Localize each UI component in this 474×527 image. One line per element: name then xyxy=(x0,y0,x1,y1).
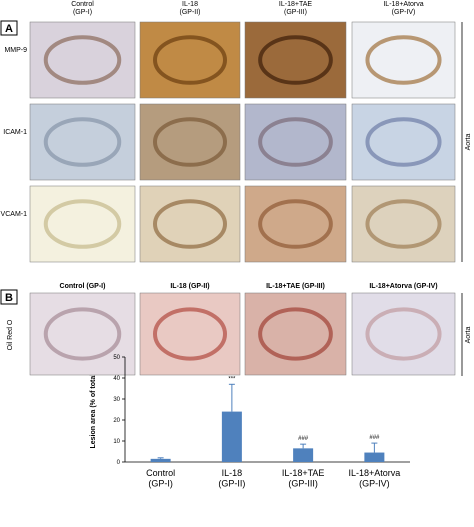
y-tick-label: 40 xyxy=(113,376,120,382)
x-tick-label: IL-18+Atorva (GP-IV) xyxy=(348,468,400,488)
micrograph-vessel xyxy=(258,307,333,361)
micrograph-vessel xyxy=(43,199,122,249)
y-tick-label: 50 xyxy=(113,355,120,361)
y-tick-label: 0 xyxy=(117,460,121,466)
column-label: IL-18 (GP-II) xyxy=(170,283,209,290)
micrograph-vessel xyxy=(153,307,227,361)
row-label: VCAM-1 xyxy=(1,211,28,218)
y-tick-label: 10 xyxy=(113,439,120,445)
y-axis-label: Lesion area (% of total) xyxy=(90,371,97,448)
side-label-b: Aorta xyxy=(465,327,472,344)
side-label-a: Aorta xyxy=(465,134,472,151)
x-tick-label: Control (GP-I) xyxy=(146,468,175,488)
significance: *** xyxy=(228,376,236,382)
micrograph-vessel xyxy=(365,199,442,249)
significance: ### xyxy=(298,436,309,442)
micrograph-vessel xyxy=(365,307,442,361)
micrograph-vessel xyxy=(43,35,122,85)
row-label: Oil Red O xyxy=(7,319,14,350)
bar xyxy=(221,411,242,462)
row-label: ICAM-1 xyxy=(3,129,27,136)
column-label: IL-18+TAE (GP-III) xyxy=(279,1,312,16)
column-label: IL-18+Atorva (GP-IV) xyxy=(383,1,423,16)
x-tick-label: IL-18+TAE (GP-III) xyxy=(282,468,325,488)
column-label: Control (GP-I) xyxy=(71,1,94,16)
row-label: MMP-9 xyxy=(4,47,27,54)
micrograph-vessel xyxy=(153,199,227,249)
column-label: IL-18+Atorva (GP-IV) xyxy=(369,283,437,290)
micrograph-vessel xyxy=(153,35,227,85)
column-label: Control (GP-I) xyxy=(60,283,106,290)
panel-a-box xyxy=(0,20,18,36)
bar xyxy=(150,458,171,462)
bar xyxy=(293,448,314,462)
y-tick-label: 30 xyxy=(113,397,120,403)
micrograph-vessel xyxy=(43,117,122,167)
micrograph-vessel xyxy=(365,35,442,85)
micrograph-vessel xyxy=(258,35,333,85)
column-label: IL-18+TAE (GP-III) xyxy=(266,283,325,290)
micrograph-vessel xyxy=(153,117,227,167)
micrograph-vessel xyxy=(365,117,442,167)
panel-b-letter: B xyxy=(5,292,13,304)
x-tick-label: IL-18 (GP-II) xyxy=(218,468,245,488)
panel-a-letter: A xyxy=(5,23,13,35)
micrograph-vessel xyxy=(258,117,333,167)
micrograph-vessel xyxy=(258,199,333,249)
panel-b-box xyxy=(0,289,18,305)
column-label: IL-18 (GP-II) xyxy=(180,1,201,16)
micrograph-vessel xyxy=(43,307,122,361)
significance: ### xyxy=(369,435,380,441)
bar xyxy=(364,452,385,462)
y-tick-label: 20 xyxy=(113,418,120,424)
